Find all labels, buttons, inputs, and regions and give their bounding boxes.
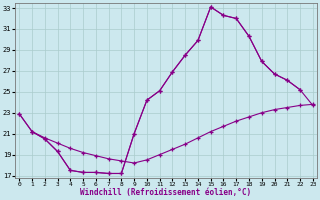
X-axis label: Windchill (Refroidissement éolien,°C): Windchill (Refroidissement éolien,°C) xyxy=(80,188,252,197)
